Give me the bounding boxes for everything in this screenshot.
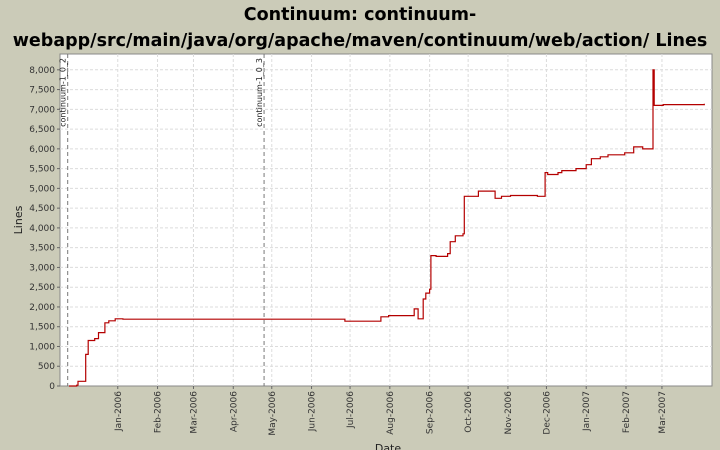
y-tick-label: 2,500 xyxy=(29,283,55,293)
y-tick-label: 4,000 xyxy=(29,224,55,234)
x-tick-label: Feb-2007 xyxy=(622,391,632,433)
y-axis-label: Lines xyxy=(12,205,25,234)
x-tick-label: Jan-2007 xyxy=(582,391,592,432)
release-marker-label: continuum-1_0_2 xyxy=(59,58,68,127)
x-tick-label: Apr-2006 xyxy=(229,391,239,432)
x-tick-label: Oct-2006 xyxy=(464,391,474,433)
y-axis-ticks: 0 500 1,000 1,500 2,000 2,500 3,000 3,500 4,000 4… xyxy=(29,66,60,392)
y-tick-label: 5,500 xyxy=(29,165,55,175)
x-tick-label: Jun-2006 xyxy=(308,391,318,432)
x-tick-label: Nov-2006 xyxy=(504,391,514,435)
release-marker-label: continuum-1_0_3 xyxy=(255,58,264,127)
y-tick-label: 1,500 xyxy=(29,323,55,333)
x-tick-label: Jan-2006 xyxy=(114,391,124,432)
y-tick-label: 8,000 xyxy=(29,66,55,76)
x-tick-label: Jul-2006 xyxy=(346,391,356,429)
release-markers: continuum-1_0_2 continuum-1_0_3 xyxy=(59,54,265,386)
y-tick-label: 1,000 xyxy=(29,342,55,352)
y-tick-label: 7,500 xyxy=(29,86,55,96)
y-tick-label: 4,500 xyxy=(29,204,55,214)
y-tick-label: 6,000 xyxy=(29,145,55,155)
y-tick-label: 6,500 xyxy=(29,125,55,135)
x-axis-ticks: Jan-2006 Feb-2006 Mar-2006 Apr-2006 May-2006… xyxy=(114,386,668,436)
y-tick-label: 3,000 xyxy=(29,263,55,273)
y-tick-label: 7,000 xyxy=(29,105,55,115)
x-tick-label: Mar-2006 xyxy=(189,391,199,434)
y-tick-label: 2,000 xyxy=(29,303,55,313)
grid xyxy=(60,54,712,386)
x-tick-label: Aug-2006 xyxy=(386,391,396,435)
y-tick-label: 3,500 xyxy=(29,244,55,254)
x-axis-label: Date xyxy=(375,442,402,450)
x-tick-label: Sep-2006 xyxy=(426,391,436,434)
x-tick-label: Feb-2006 xyxy=(154,391,164,433)
x-tick-label: May-2006 xyxy=(268,391,278,436)
y-tick-label: 500 xyxy=(38,362,55,372)
y-tick-label: 0 xyxy=(49,382,55,392)
series-layer xyxy=(69,69,705,387)
y-tick-label: 5,000 xyxy=(29,184,55,194)
series-line xyxy=(69,69,705,387)
x-tick-label: Mar-2007 xyxy=(658,391,668,434)
x-tick-label: Dec-2006 xyxy=(542,391,552,435)
